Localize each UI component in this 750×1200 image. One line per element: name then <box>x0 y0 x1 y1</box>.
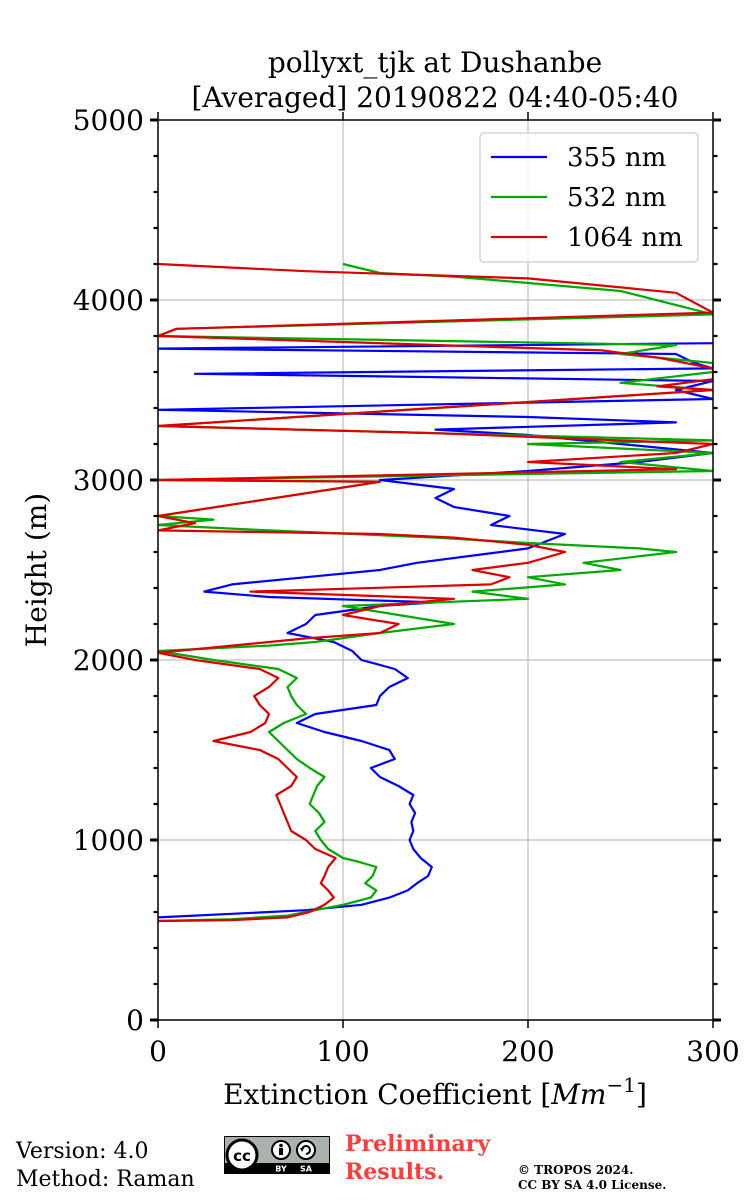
preliminary-line1: Preliminary <box>345 1131 491 1157</box>
copyright-note: © TROPOS 2024. CC BY SA 4.0 License. <box>518 1163 666 1193</box>
by-label: BY <box>275 1165 287 1174</box>
footer-info: Version: 4.0 Method: Raman <box>16 1138 195 1194</box>
series-line-1 <box>158 262 713 923</box>
x-tick-label: 0 <box>149 1035 167 1068</box>
preliminary-line2: Results. <box>345 1159 445 1185</box>
sa-label: SA <box>300 1165 313 1174</box>
x-axis-label-text: Extinction Coefficient [ <box>223 1078 551 1111</box>
legend: 355 nm 532 nm 1064 nm <box>479 132 699 263</box>
legend-label-1: 532 nm <box>567 183 666 213</box>
y-tick-label: 0 <box>126 1004 144 1037</box>
y-tick-label: 1000 <box>73 824 144 857</box>
copyright-line2: CC BY SA 4.0 License. <box>518 1178 667 1192</box>
cc-license-logo: cc BY SA <box>224 1136 330 1174</box>
x-axis-label: Extinction Coefficient [Mm−1] <box>223 1073 647 1111</box>
y-tick-label: 2000 <box>73 644 144 677</box>
y-tick-label: 3000 <box>73 464 144 497</box>
y-axis-label: Height (m) <box>20 493 53 647</box>
plot-frame <box>157 119 714 1021</box>
method-text: Method: Raman <box>16 1167 195 1192</box>
y-tick-label: 5000 <box>73 104 144 137</box>
chart-title-line1: pollyxt_tjk at Dushanbe <box>268 46 602 79</box>
series-line-2 <box>158 262 713 923</box>
x-axis-label-unit: Mm <box>550 1078 606 1111</box>
copyright-line1: © TROPOS 2024. <box>518 1163 634 1177</box>
version-text: Version: 4.0 <box>16 1139 149 1164</box>
series-lines <box>158 262 713 923</box>
x-tick-label: 100 <box>316 1035 369 1068</box>
x-axis-label-exponent: −1 <box>606 1073 635 1097</box>
cc-icon <box>225 1138 259 1172</box>
series-line-0 <box>158 342 713 919</box>
x-axis-label-close: ] <box>636 1078 647 1111</box>
sa-share-alike-icon <box>296 1140 316 1160</box>
preliminary-results-note: Preliminary Results. <box>345 1130 490 1186</box>
x-tick-label: 200 <box>501 1035 554 1068</box>
y-tick-label: 4000 <box>73 284 144 317</box>
legend-label-2: 1064 nm <box>567 223 683 253</box>
legend-box <box>479 132 699 263</box>
legend-label-0: 355 nm <box>567 143 666 173</box>
chart-title-line2: [Averaged] 20190822 04:40-05:40 <box>192 81 679 114</box>
x-tick-label: 300 <box>686 1035 739 1068</box>
cc-icon-text: cc <box>233 1147 251 1165</box>
